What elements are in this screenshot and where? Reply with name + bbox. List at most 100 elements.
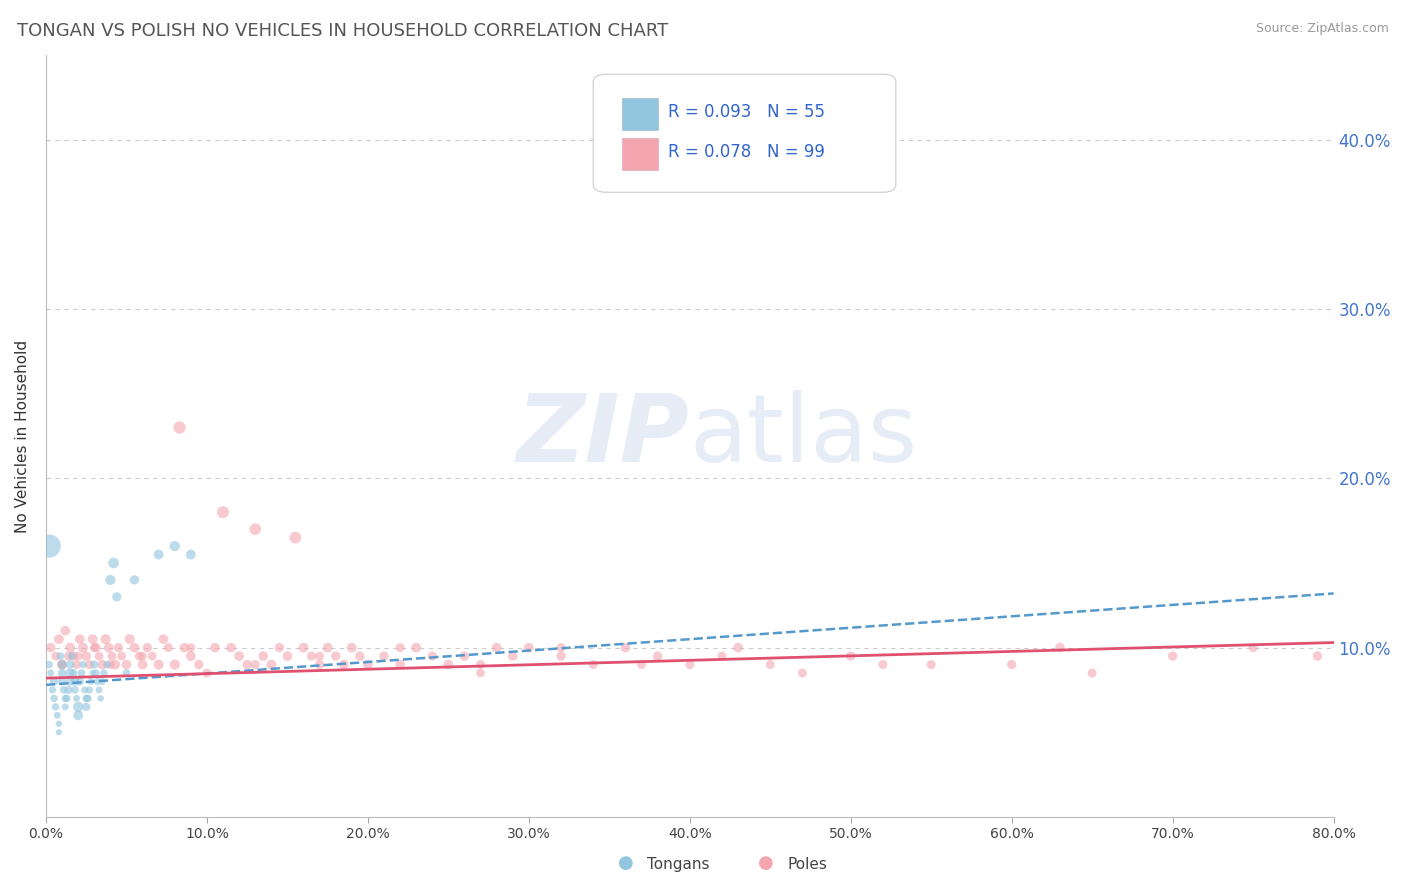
Point	[42, 674, 65, 689]
Point	[91, 674, 114, 689]
Point	[453, 649, 475, 664]
Point	[53, 691, 76, 706]
Y-axis label: No Vehicles in Household: No Vehicles in Household	[15, 340, 30, 533]
Point	[60, 649, 83, 664]
Point	[86, 674, 108, 689]
Point	[308, 649, 330, 664]
Point	[103, 556, 125, 570]
Point	[59, 674, 82, 689]
Point	[69, 674, 91, 689]
Point	[1081, 666, 1104, 681]
Point	[180, 640, 202, 655]
Point	[236, 657, 259, 672]
Point	[115, 666, 138, 681]
Point	[59, 657, 82, 672]
Point	[83, 640, 105, 655]
Point	[82, 632, 104, 647]
Point	[180, 548, 202, 562]
Point	[67, 708, 90, 723]
Point	[131, 649, 153, 664]
FancyBboxPatch shape	[593, 74, 896, 193]
Point	[67, 649, 90, 664]
Point	[72, 657, 94, 672]
Point	[75, 649, 97, 664]
Text: atlas: atlas	[690, 390, 918, 482]
Point	[517, 640, 540, 655]
Point	[41, 682, 63, 697]
Point	[56, 691, 79, 706]
Point	[72, 640, 94, 655]
Point	[260, 657, 283, 672]
Point	[169, 420, 191, 434]
Point	[630, 657, 652, 672]
Point	[292, 640, 315, 655]
Point	[94, 632, 117, 647]
Point	[920, 657, 942, 672]
Point	[124, 573, 146, 587]
Point	[389, 657, 412, 672]
Point	[62, 666, 84, 681]
Point	[67, 699, 90, 714]
Point	[839, 649, 862, 664]
Point	[91, 657, 114, 672]
Point	[124, 640, 146, 655]
Point	[82, 666, 104, 681]
Point	[93, 666, 115, 681]
Point	[38, 539, 60, 553]
Point	[63, 674, 86, 689]
Point	[75, 691, 97, 706]
Point	[73, 682, 96, 697]
Point	[90, 691, 112, 706]
Point	[284, 531, 307, 545]
Point	[79, 657, 101, 672]
Text: Poles: Poles	[787, 857, 827, 872]
Point	[115, 657, 138, 672]
Text: Tongans: Tongans	[647, 857, 709, 872]
Point	[316, 640, 339, 655]
Point	[340, 640, 363, 655]
Point	[1241, 640, 1264, 655]
Point	[679, 657, 702, 672]
Point	[349, 649, 371, 664]
Point	[58, 682, 80, 697]
Point	[727, 640, 749, 655]
Point	[75, 699, 97, 714]
Point	[1001, 657, 1024, 672]
Point	[470, 666, 492, 681]
Text: TONGAN VS POLISH NO VEHICLES IN HOUSEHOLD CORRELATION CHART: TONGAN VS POLISH NO VEHICLES IN HOUSEHOL…	[17, 22, 668, 40]
Point	[76, 691, 98, 706]
Point	[96, 657, 118, 672]
Point	[187, 657, 209, 672]
Point	[173, 640, 195, 655]
Text: ●: ●	[758, 855, 775, 872]
Point	[53, 699, 76, 714]
Point	[48, 725, 70, 739]
Point	[1049, 640, 1071, 655]
Point	[84, 640, 107, 655]
Point	[51, 674, 73, 689]
Point	[38, 657, 60, 672]
Point	[502, 649, 524, 664]
Point	[245, 657, 267, 672]
Point	[647, 649, 669, 664]
Point	[63, 682, 86, 697]
Point	[420, 649, 443, 664]
Point	[128, 649, 150, 664]
Point	[70, 666, 93, 681]
Point	[98, 573, 121, 587]
Point	[180, 649, 202, 664]
Point	[325, 649, 347, 664]
Point	[470, 657, 492, 672]
Point	[58, 649, 80, 664]
Point	[228, 649, 250, 664]
Point	[80, 674, 103, 689]
Point	[582, 657, 605, 672]
Bar	[621, 98, 658, 130]
Point	[45, 699, 67, 714]
Point	[219, 640, 242, 655]
Point	[212, 505, 235, 519]
Point	[46, 708, 69, 723]
Bar	[621, 138, 658, 170]
Point	[107, 640, 129, 655]
Point	[39, 640, 62, 655]
